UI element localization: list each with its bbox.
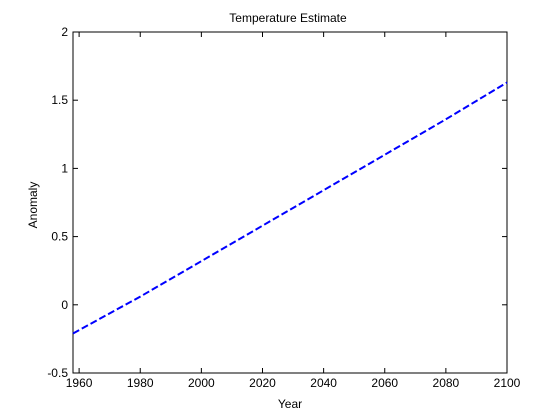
plot-frame xyxy=(72,31,508,374)
y-tick-label: 0 xyxy=(61,298,68,312)
x-tick-label: 2100 xyxy=(494,376,521,390)
y-axis-label: Anomaly xyxy=(26,182,40,229)
x-tick-label: 2040 xyxy=(310,376,337,390)
y-tick-label: 0.5 xyxy=(51,230,68,244)
x-axis-label: Year xyxy=(278,397,302,411)
chart-title: Temperature Estimate xyxy=(229,11,347,25)
y-tick-label: 1.5 xyxy=(51,93,68,107)
x-tick-label: 2000 xyxy=(188,376,215,390)
y-tick-label: 2 xyxy=(61,25,68,39)
x-tick-label: 2020 xyxy=(249,376,276,390)
y-tick-label: -0.5 xyxy=(47,366,68,380)
x-tick-label: 2060 xyxy=(371,376,398,390)
series-line xyxy=(72,81,508,335)
x-tick-label: 1960 xyxy=(66,376,93,390)
x-tick-label: 1980 xyxy=(127,376,154,390)
x-tick-label: 2080 xyxy=(433,376,460,390)
y-tick-label: 1 xyxy=(61,161,68,175)
